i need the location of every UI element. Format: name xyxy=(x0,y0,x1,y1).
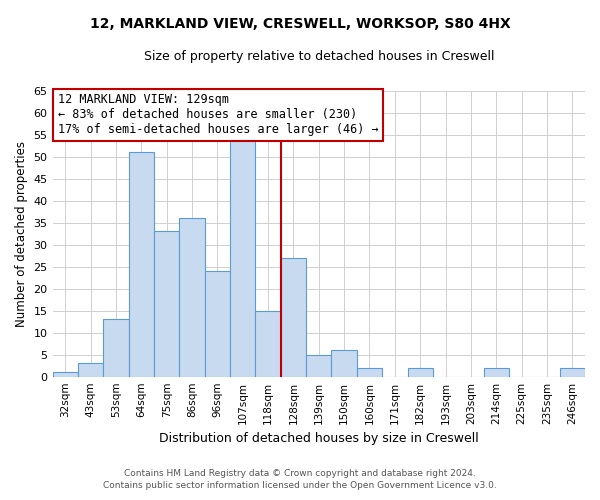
Bar xyxy=(230,139,256,376)
Y-axis label: Number of detached properties: Number of detached properties xyxy=(15,140,28,326)
Bar xyxy=(281,258,306,376)
Text: 12 MARKLAND VIEW: 129sqm
← 83% of detached houses are smaller (230)
17% of semi-: 12 MARKLAND VIEW: 129sqm ← 83% of detach… xyxy=(58,94,379,136)
Bar xyxy=(179,218,205,376)
Bar xyxy=(103,320,128,376)
Bar xyxy=(357,368,382,376)
Text: Contains HM Land Registry data © Crown copyright and database right 2024.
Contai: Contains HM Land Registry data © Crown c… xyxy=(103,468,497,490)
X-axis label: Distribution of detached houses by size in Creswell: Distribution of detached houses by size … xyxy=(159,432,479,445)
Bar xyxy=(560,368,585,376)
Bar xyxy=(407,368,433,376)
Title: Size of property relative to detached houses in Creswell: Size of property relative to detached ho… xyxy=(143,50,494,63)
Bar xyxy=(256,310,281,376)
Text: 12, MARKLAND VIEW, CRESWELL, WORKSOP, S80 4HX: 12, MARKLAND VIEW, CRESWELL, WORKSOP, S8… xyxy=(89,18,511,32)
Bar xyxy=(128,152,154,376)
Bar xyxy=(484,368,509,376)
Bar xyxy=(306,354,331,376)
Bar xyxy=(205,271,230,376)
Bar xyxy=(331,350,357,376)
Bar xyxy=(154,232,179,376)
Bar xyxy=(78,364,103,376)
Bar xyxy=(53,372,78,376)
